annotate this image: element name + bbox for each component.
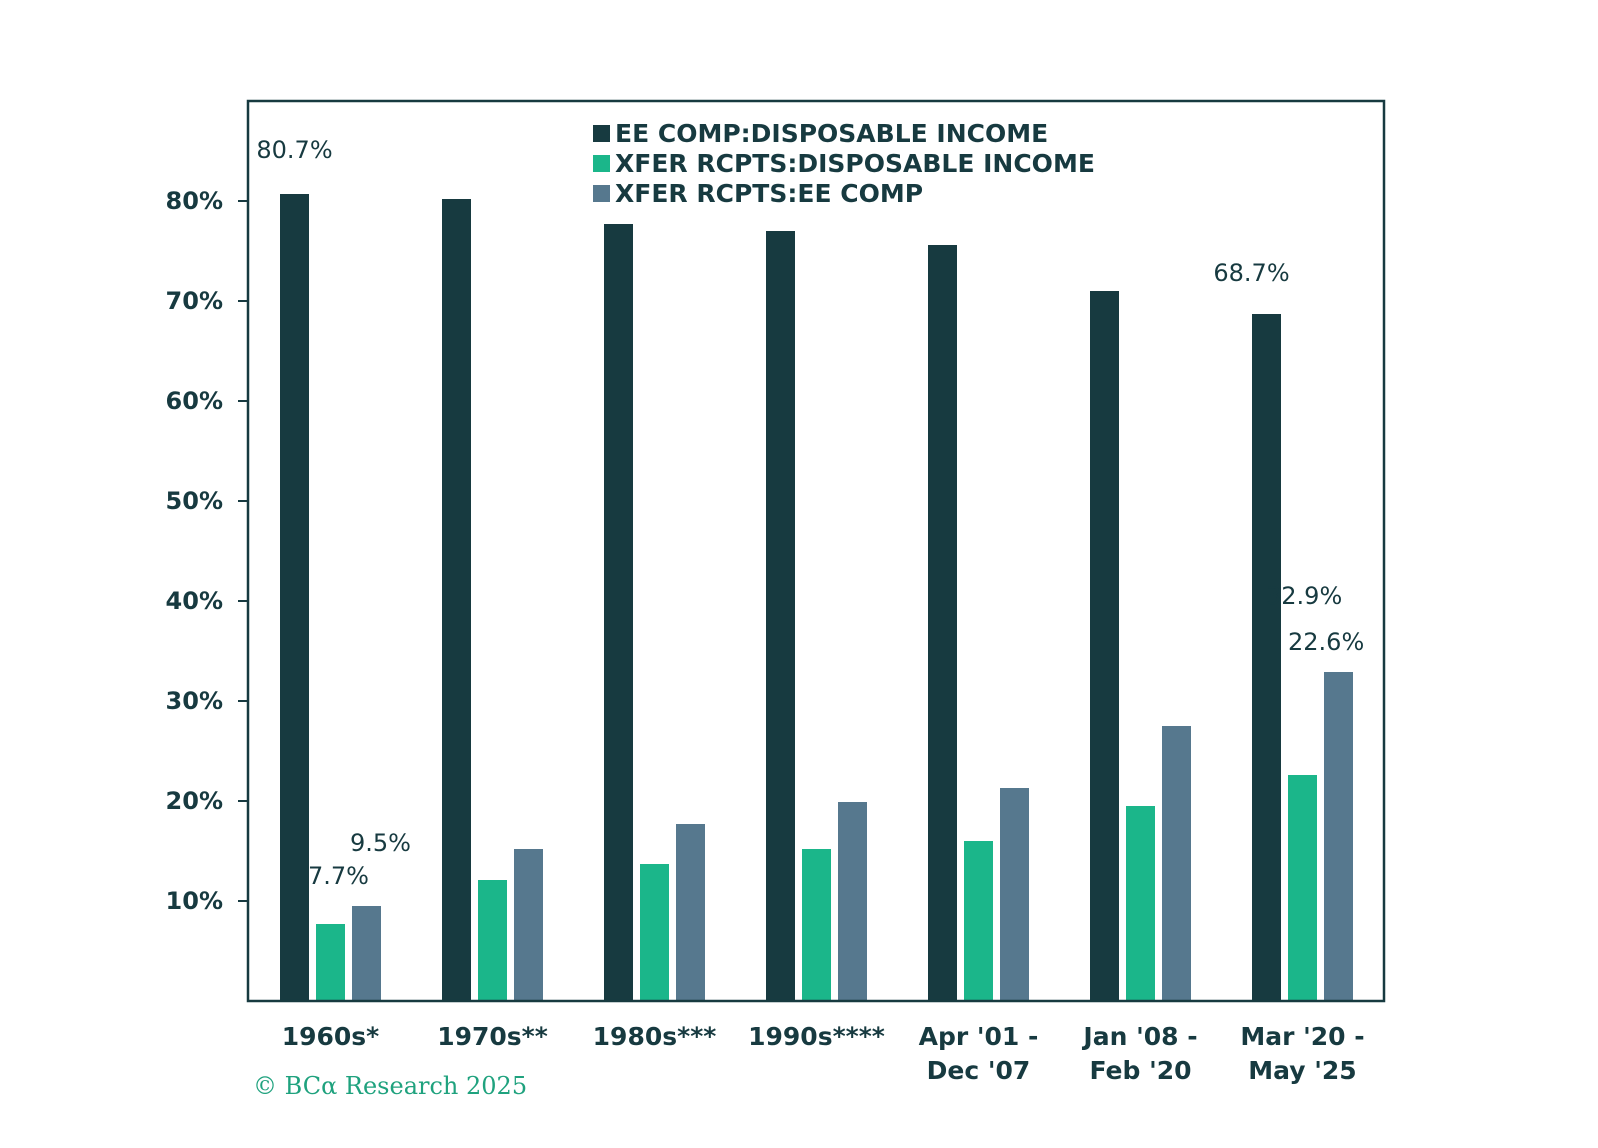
- x-tick-label: 1960s*: [282, 1022, 380, 1051]
- bar-series-2-cat-6: [1126, 806, 1155, 1001]
- data-label: 68.7%: [1213, 259, 1289, 287]
- y-axis: 10% 20% 30% 40% 50% 60% 70% 80%: [166, 187, 248, 915]
- data-label: 9.5%: [350, 829, 411, 857]
- annotations: 80.7% 7.7% 9.5% 68.7% 22.6% 32.9%: [256, 136, 1364, 890]
- bar-series-3-cat-3: [676, 824, 705, 1001]
- bar-series-1-cat-2: [442, 199, 471, 1001]
- legend-label: XFER RCPTS:DISPOSABLE INCOME: [615, 149, 1095, 178]
- bar-series-2-cat-3: [640, 864, 669, 1001]
- bar-series-2-cat-4: [802, 849, 831, 1001]
- y-tick-label: 10%: [166, 887, 223, 915]
- x-tick-label: May '25: [1248, 1056, 1356, 1085]
- legend-swatch: [593, 185, 610, 202]
- bar-series-2-cat-2: [478, 880, 507, 1001]
- legend-swatch: [593, 125, 610, 142]
- x-tick-label: Apr '01 -: [919, 1022, 1039, 1051]
- bar-series-1-cat-7: [1252, 314, 1281, 1001]
- bar-series-2-cat-5: [964, 841, 993, 1001]
- y-tick-label: 40%: [166, 587, 223, 615]
- bar-series-1-cat-3: [604, 224, 633, 1001]
- bar-series-2-cat-7: [1288, 775, 1317, 1001]
- x-tick-label: 1970s**: [437, 1022, 548, 1051]
- legend-label: EE COMP:DISPOSABLE INCOME: [615, 119, 1048, 148]
- bar-series-1-cat-4: [766, 231, 795, 1001]
- x-axis: 1960s* 1970s** 1980s*** 1990s**** Apr '01 - D…: [282, 1022, 1365, 1085]
- bar-series-1-cat-5: [928, 245, 957, 1001]
- y-tick-label: 20%: [166, 787, 223, 815]
- bar-series-1-cat-1: [280, 194, 309, 1001]
- legend-label: XFER RCPTS:EE COMP: [615, 179, 923, 208]
- bar-series-3-cat-1: [352, 906, 381, 1001]
- legend-swatch: [593, 155, 610, 172]
- plot-frame: [246, 99, 1386, 1003]
- x-tick-label: 1980s***: [593, 1022, 717, 1051]
- bar-series-2-cat-1: [316, 924, 345, 1001]
- bar-series-3-cat-5: [1000, 788, 1029, 1001]
- bar-series-3-cat-6: [1162, 726, 1191, 1001]
- y-tick-label: 30%: [166, 687, 223, 715]
- data-label: 22.6%: [1288, 628, 1364, 656]
- bar-series-3-cat-4: [838, 802, 867, 1001]
- y-tick-label: 50%: [166, 487, 223, 515]
- bar-series-3-cat-2: [514, 849, 543, 1001]
- data-label: 7.7%: [308, 862, 369, 890]
- bars-layer: [280, 194, 1353, 1001]
- x-tick-label: 1990s****: [748, 1022, 885, 1051]
- y-tick-label: 60%: [166, 387, 223, 415]
- x-tick-label: Mar '20 -: [1240, 1022, 1364, 1051]
- y-tick-label: 80%: [166, 187, 223, 215]
- x-tick-label: Dec '07: [927, 1056, 1031, 1085]
- y-tick-label: 70%: [166, 287, 223, 315]
- bar-series-1-cat-6: [1090, 291, 1119, 1001]
- data-label: 32.9%: [1266, 582, 1342, 610]
- x-tick-label: Jan '08 -: [1081, 1022, 1197, 1051]
- copyright-text: © BCα Research 2025: [253, 1072, 527, 1100]
- bar-series-3-cat-7: [1324, 672, 1353, 1001]
- data-label: 80.7%: [256, 136, 332, 164]
- x-tick-label: Feb '20: [1089, 1056, 1191, 1085]
